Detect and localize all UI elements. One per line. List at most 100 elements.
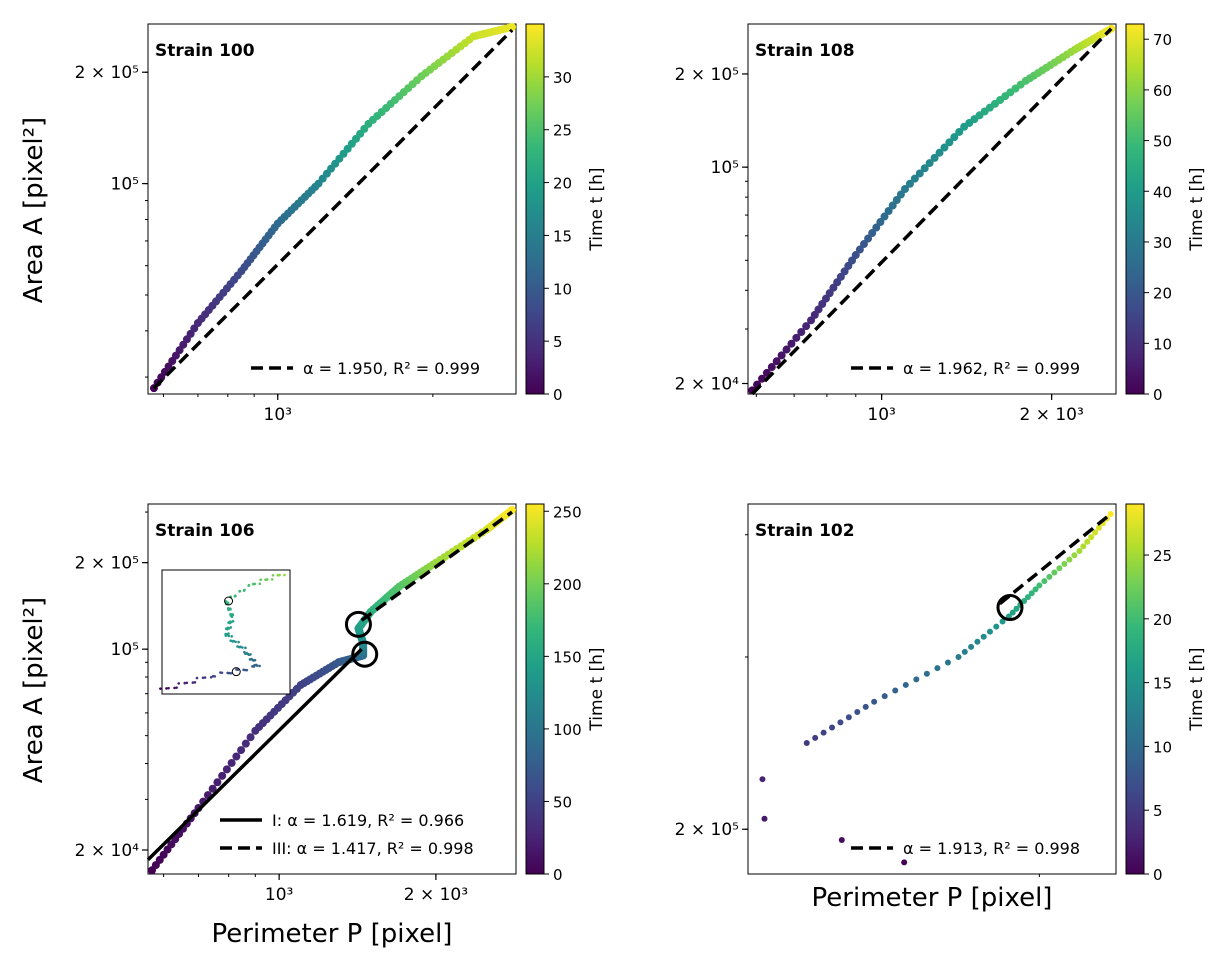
data-point [222, 765, 231, 774]
x-axis-label-right: Perimeter P [pixel] [812, 883, 1053, 913]
fit-line [750, 27, 1113, 396]
data-point [208, 784, 217, 793]
panel-strain-108: Strain 108 2 × 10⁴ 10⁵ 2 × 10⁵ 10³ 2 × 10³ α … [675, 23, 1207, 425]
data-point [955, 127, 964, 136]
data-point [1092, 529, 1099, 536]
data-point [892, 196, 901, 205]
y-tick-label: 10⁵ [111, 640, 139, 660]
plot-frame [747, 503, 1117, 875]
colorbar-tick-label: 250 [553, 503, 582, 521]
data-point [1051, 569, 1058, 576]
colorbar [1125, 503, 1145, 875]
inset-point [224, 632, 227, 636]
data-point [213, 778, 222, 787]
data-point [876, 218, 885, 227]
panel-title: Strain 106 [155, 521, 255, 541]
data-point [902, 681, 909, 688]
data-point [868, 229, 877, 238]
data-point [851, 251, 860, 260]
colorbar-tick-label: 25 [1153, 547, 1172, 565]
inset-point [227, 634, 231, 638]
inset-point [258, 664, 261, 668]
legend-label: α = 1.950, R² = 0.999 [303, 359, 480, 378]
data-point [1071, 552, 1078, 559]
data-point [1076, 547, 1083, 554]
colorbar-tick-label: 15 [553, 227, 572, 245]
data-point [855, 245, 864, 254]
inset-point [230, 635, 234, 638]
colorbar-tick-label: 10 [1153, 738, 1172, 756]
inset-point [228, 620, 232, 623]
data-point [1036, 582, 1043, 589]
inset-point [229, 612, 232, 616]
inset-point [229, 671, 233, 675]
data-point [1095, 524, 1102, 531]
data-point [920, 164, 929, 173]
inset-point [191, 681, 195, 684]
colorbar [1125, 23, 1145, 395]
colorbar-tick-label: 30 [1153, 234, 1172, 252]
inset-point [165, 687, 168, 690]
data-point [1088, 534, 1095, 541]
inset-point [247, 583, 251, 587]
colorbar-tick-label: 0 [1153, 386, 1163, 404]
inset-point [244, 646, 247, 650]
y-tick-label: 2 × 10⁵ [75, 554, 139, 574]
data-point [854, 709, 861, 716]
inset-point [231, 619, 235, 623]
inset-point [245, 652, 249, 655]
y-axis-label-bottom: Area A [pixel²] [19, 597, 49, 783]
data-point [1080, 543, 1087, 550]
data-point [508, 23, 517, 32]
inset-point [226, 601, 230, 605]
data-point [1024, 594, 1031, 601]
data-point [1009, 609, 1016, 616]
panel-strain-100: Strain 100 10⁵ 2 × 10⁵ 10³ α = 1.950, R² = … [75, 23, 607, 425]
panel-strain-102: Strain 102 2 × 10⁵ α = 1.913, R² = 0.998 0… [675, 503, 1207, 884]
inset-point [243, 588, 246, 592]
colorbar-tick-label: 5 [553, 333, 563, 351]
x-axis-label-left: Perimeter P [pixel] [212, 919, 453, 949]
data-point [772, 357, 781, 366]
inset-point [201, 676, 205, 680]
data-point [999, 618, 1006, 625]
inset-highlight-circle [231, 667, 241, 677]
colorbar-tick-label: 0 [553, 866, 563, 884]
data-point [900, 184, 909, 193]
colorbar-tick-label: 0 [553, 386, 563, 404]
colorbar-tick-label: 20 [1153, 611, 1172, 629]
colorbar-tick-label: 150 [553, 648, 582, 666]
plot-frame [147, 503, 517, 875]
data-point [1084, 538, 1091, 545]
data-point [1041, 578, 1048, 585]
fit-line [146, 647, 363, 861]
data-point [803, 740, 810, 747]
panel-strain-106: Strain 106 2 × 10⁴ 10⁵ 2 × 10⁵ 10³ 2 × 10³ I:… [75, 503, 607, 905]
data-point [901, 859, 908, 866]
colorbar-tick-label: 10 [553, 280, 572, 298]
data-point [872, 223, 881, 232]
colorbar-tick-label: 0 [1153, 866, 1163, 884]
data-point [1046, 573, 1053, 580]
data-point [1013, 605, 1020, 612]
inset-point [243, 650, 246, 654]
colorbar-tick-label: 50 [553, 793, 572, 811]
data-point [802, 322, 811, 331]
data-point [944, 659, 951, 666]
inset-point [236, 645, 239, 648]
inset-point [245, 668, 249, 672]
inset-point [258, 582, 262, 586]
colorbar-tick-label: 60 [1153, 82, 1172, 100]
inset-point [226, 607, 230, 610]
fit-line [998, 512, 1112, 606]
data-point [759, 776, 766, 783]
data-point [871, 698, 878, 705]
data-point [837, 719, 844, 726]
inset-point [271, 574, 275, 577]
colorbar-tick-label: 10 [1153, 335, 1172, 353]
legend-label: α = 1.913, R² = 0.998 [903, 839, 1080, 858]
data-point [884, 207, 893, 216]
inset-point [209, 675, 213, 679]
data-point [864, 234, 873, 243]
data-point [237, 746, 246, 755]
